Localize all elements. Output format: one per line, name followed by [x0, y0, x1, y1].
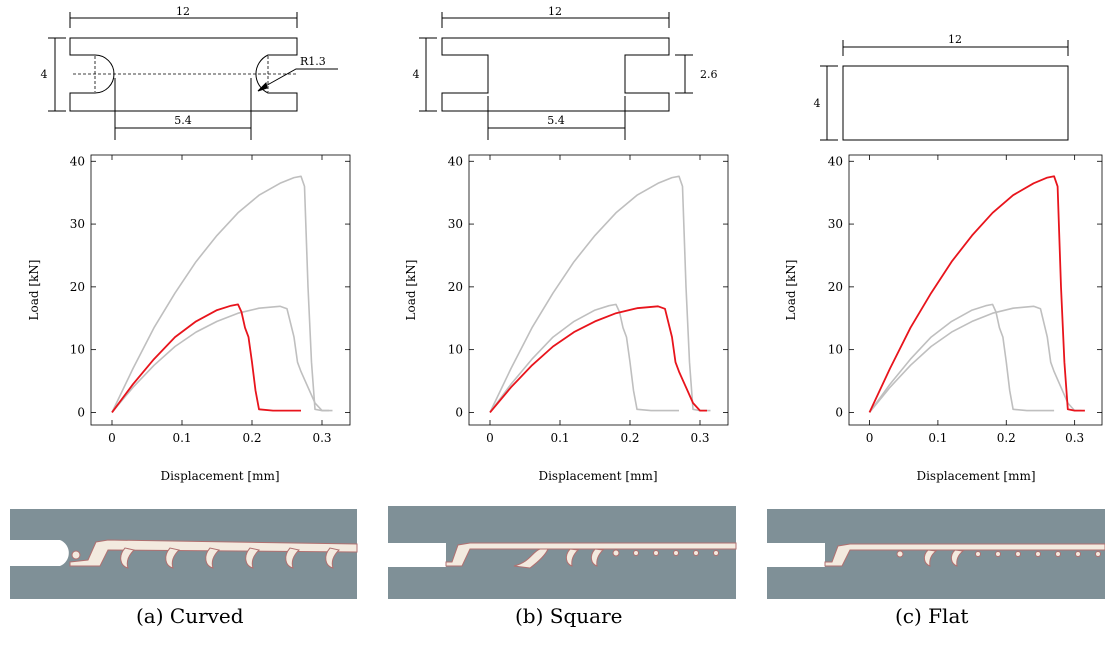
- x-tick-label: 0.2: [620, 431, 639, 445]
- y-axis-label: Load [kN]: [404, 260, 418, 321]
- x-axis-label: Displacement [mm]: [538, 469, 657, 483]
- crack-void: [71, 550, 81, 560]
- chart-frame: [848, 154, 1103, 426]
- curved-radius-arrow: [257, 81, 268, 92]
- square-notch-label: 2.6: [700, 68, 718, 81]
- y-tick-label: 0: [455, 405, 463, 419]
- flat-width-label: 12: [948, 33, 962, 46]
- y-tick-label: 20: [448, 280, 463, 294]
- chart-flat: Load [kN] Displacement [mm] 0 0.1 0.2 0.3 0 1…: [784, 154, 1103, 483]
- y-tick-label: 10: [448, 343, 463, 357]
- simulation-flat: [767, 509, 1105, 599]
- curved-height-label: 4: [41, 68, 48, 81]
- x-tick-label: 0.1: [550, 431, 569, 445]
- chart-square: Load [kN] Displacement [mm] 0 0.1 0.2 0.3 0 1…: [404, 154, 729, 483]
- highlight-series-line: [111, 303, 301, 413]
- y-tick-label: 30: [70, 217, 85, 231]
- notch-cutout: [767, 543, 825, 567]
- highlight-series-line: [868, 175, 1085, 413]
- x-tick-label: 0: [108, 431, 116, 445]
- series-line: [868, 303, 1055, 413]
- curved-radius-leader: [261, 68, 338, 89]
- notch-cutout: [10, 540, 69, 566]
- x-tick-label: 0.1: [928, 431, 947, 445]
- caption-square: (b) Square: [515, 604, 623, 628]
- y-tick-label: 20: [70, 280, 85, 294]
- notch-cutout: [388, 543, 446, 567]
- x-tick-label: 0.2: [242, 431, 261, 445]
- specimen-drawing-square: [419, 12, 693, 140]
- flat-specimen-outline: [842, 65, 1069, 141]
- y-tick-label: 40: [70, 154, 85, 168]
- crack-branches: [513, 548, 605, 569]
- x-tick-label: 0.1: [172, 431, 191, 445]
- y-tick-label: 0: [77, 405, 85, 419]
- curved-specimen-outline: [69, 37, 298, 112]
- caption-flat: (c) Flat: [895, 604, 969, 628]
- caption-curved: (a) Curved: [136, 604, 244, 628]
- x-tick-label: 0.3: [1065, 431, 1084, 445]
- series-line: [111, 175, 333, 413]
- y-tick-label: 40: [828, 154, 843, 168]
- y-tick-label: 20: [828, 280, 843, 294]
- y-axis-label: Load [kN]: [784, 260, 798, 321]
- chart-frame: [90, 154, 351, 426]
- x-tick-label: 0: [486, 431, 494, 445]
- curved-radius-label: R1.3: [300, 55, 326, 68]
- y-axis-label: Load [kN]: [27, 260, 41, 321]
- series-line: [489, 303, 679, 413]
- specimen-drawing-curved: [48, 12, 338, 140]
- series-line: [111, 305, 329, 413]
- x-tick-label: 0.2: [997, 431, 1016, 445]
- specimen-labels-flat: 12 4: [814, 33, 963, 110]
- highlight-series-line: [489, 305, 707, 413]
- square-specimen-outline: [441, 37, 670, 112]
- square-spacing-label: 5.4: [547, 114, 565, 127]
- y-tick-label: 0: [835, 405, 843, 419]
- crack-voids: [612, 549, 719, 557]
- series-line: [868, 305, 1082, 413]
- specimen-drawing-flat: [820, 40, 1069, 141]
- simulation-curved: [10, 509, 358, 599]
- y-tick-label: 10: [828, 343, 843, 357]
- curved-spacing-label: 5.4: [174, 114, 192, 127]
- y-tick-label: 40: [448, 154, 463, 168]
- x-tick-label: 0.3: [312, 431, 331, 445]
- y-tick-label: 30: [828, 217, 843, 231]
- y-tick-label: 10: [70, 343, 85, 357]
- y-tick-label: 30: [448, 217, 463, 231]
- crack-band: [445, 542, 737, 567]
- square-height-label: 4: [413, 68, 420, 81]
- chart-frame: [468, 154, 729, 426]
- specimen-labels-square: 12 4 2.6 5.4: [413, 5, 718, 127]
- x-tick-label: 0: [866, 431, 874, 445]
- x-axis-label: Displacement [mm]: [916, 469, 1035, 483]
- crack-branches: [120, 547, 340, 569]
- crack-band: [69, 539, 358, 567]
- x-axis-label: Displacement [mm]: [160, 469, 279, 483]
- x-tick-label: 0.3: [690, 431, 709, 445]
- curved-width-label: 12: [176, 5, 190, 18]
- crack-branches: [923, 549, 965, 567]
- square-width-label: 12: [548, 5, 562, 18]
- specimen-labels-curved: 12 4 5.4 R1.3: [41, 5, 326, 127]
- crack-band: [824, 543, 1105, 567]
- simulation-square: [388, 506, 737, 599]
- chart-curved: Load [kN] Displacement [mm] 0 0.1 0.2 0.3 0 1…: [27, 154, 351, 483]
- series-line: [489, 175, 711, 413]
- flat-height-label: 4: [814, 97, 821, 110]
- crack-voids: [896, 550, 1101, 558]
